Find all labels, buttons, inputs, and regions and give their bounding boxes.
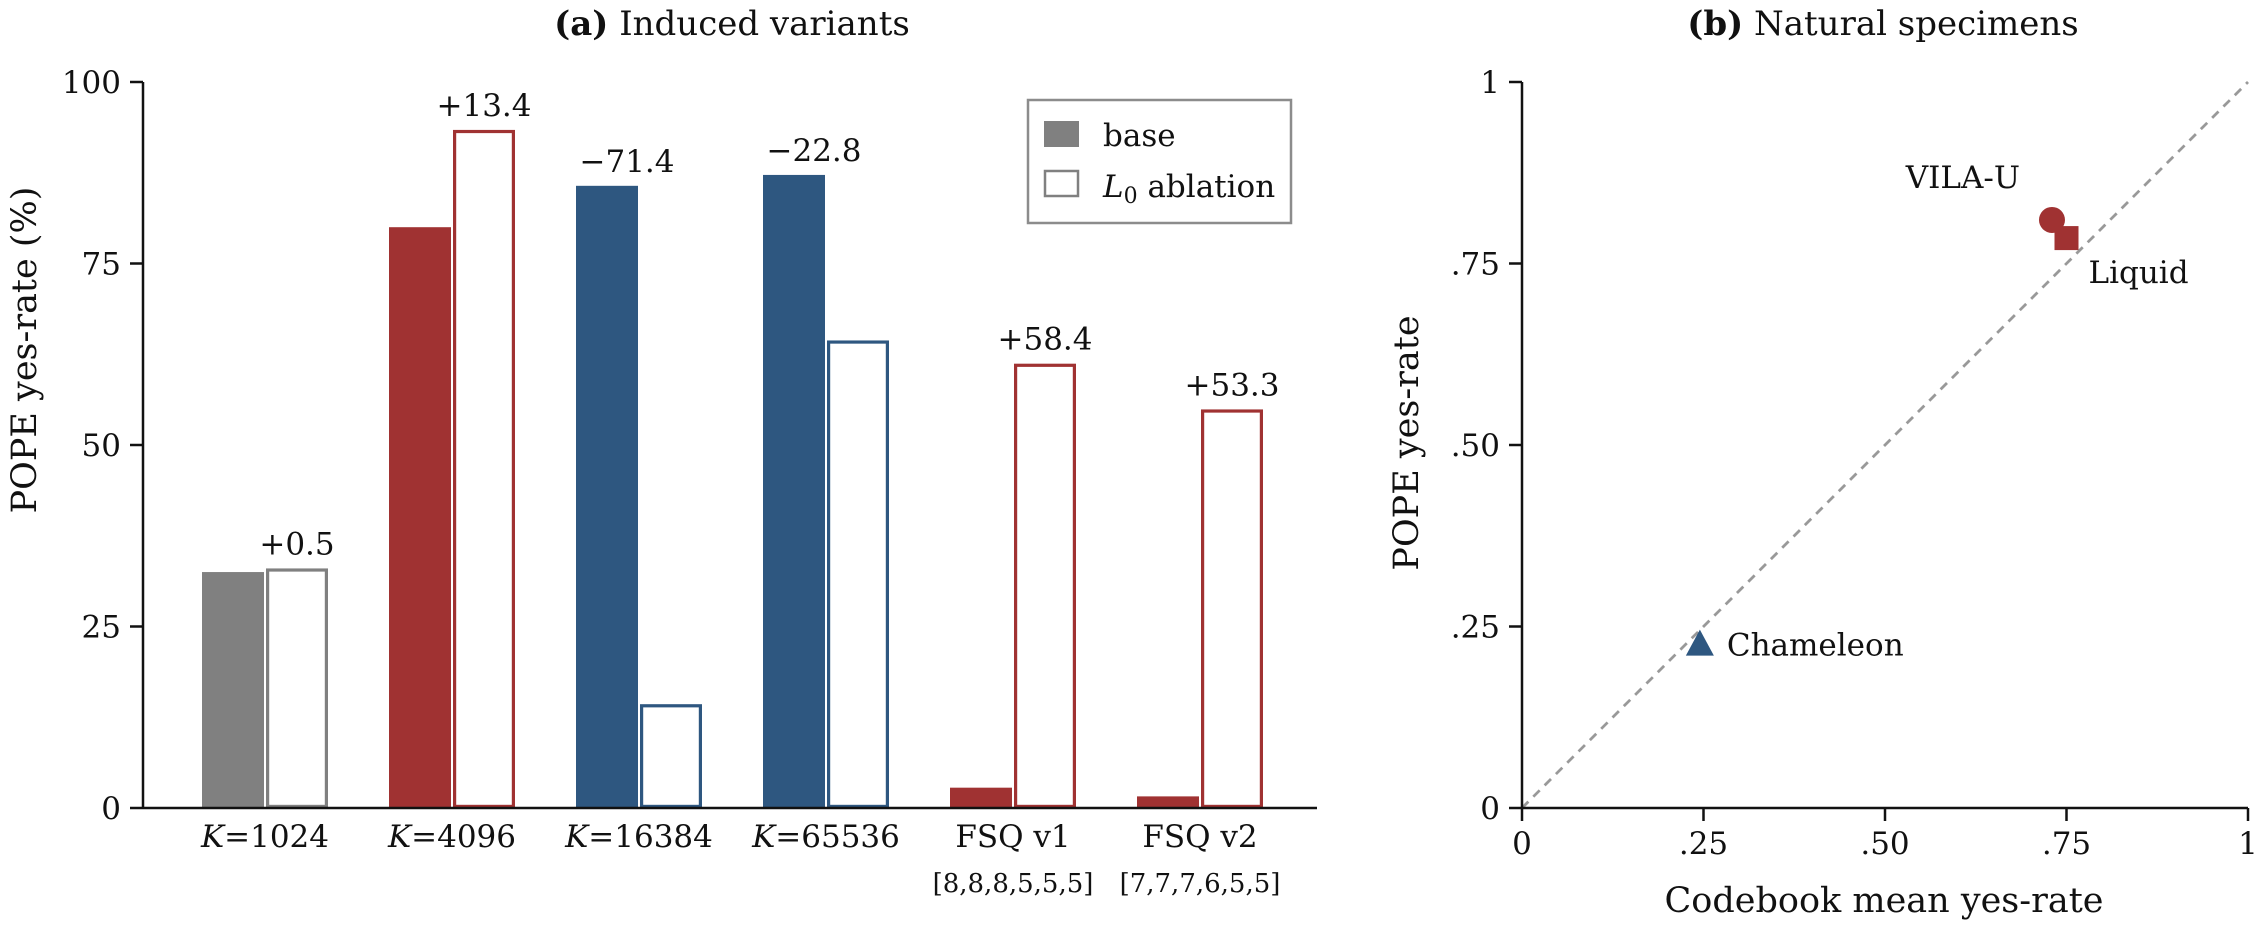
- x-tick-label: K=4096: [387, 819, 516, 855]
- y-tick-label: .75: [1451, 247, 1500, 283]
- panel-a-x-tick-labels: K=1024 K=4096 K=16384 K=65536 FSQ v1[8,8,8,5…: [200, 819, 1280, 899]
- y-tick-label: 0: [101, 791, 121, 827]
- x-tick-label-text: =16384: [588, 819, 713, 855]
- x-tick-sublabel: [8,8,8,5,5,5]: [933, 869, 1094, 899]
- point-label: VILA-U: [1905, 160, 2020, 196]
- point-square: [2054, 226, 2079, 251]
- bar-base: [389, 227, 451, 808]
- x-tick-label-variable: K: [564, 819, 590, 855]
- bar-ablation: [453, 129, 516, 808]
- y-tick-label: 25: [82, 610, 121, 646]
- y-tick-label: 100: [62, 65, 121, 101]
- y-tick-label: 0: [1480, 791, 1500, 827]
- panel-b-title: (b) Natural specimens: [1687, 4, 2079, 44]
- x-tick-label-text: FSQ v1: [955, 819, 1070, 855]
- y-tick-label: .50: [1451, 428, 1500, 464]
- y-tick-label: 1: [1480, 65, 1500, 101]
- panel-a-y-ticks: 0 25 50 75 100: [62, 65, 143, 827]
- x-tick-label: 1: [2238, 826, 2258, 862]
- panel-b-xlabel: Codebook mean yes-rate: [1665, 881, 2104, 921]
- legend-swatch-base: [1044, 121, 1079, 147]
- delta-label: −22.8: [767, 133, 862, 169]
- x-tick-sublabel: [7,7,7,6,5,5]: [1120, 869, 1281, 899]
- x-tick-label: FSQ v1: [955, 819, 1070, 855]
- x-tick-label: 0: [1512, 826, 1532, 862]
- x-tick-label: K=16384: [564, 819, 713, 855]
- bar-base: [950, 787, 1012, 808]
- x-tick-label-text: =65536: [775, 819, 900, 855]
- point-label: Liquid: [2089, 255, 2189, 291]
- x-tick-label: FSQ v2: [1142, 819, 1257, 855]
- bar-ablation: [266, 568, 329, 809]
- x-tick-label-variable: K: [200, 819, 226, 855]
- panel-a-title: (a) Induced variants: [554, 4, 910, 44]
- bar-ablation: [639, 704, 702, 808]
- identity-diagonal: [1521, 81, 2249, 809]
- bar-ablation: [1200, 409, 1263, 808]
- x-tick-label-variable: K: [387, 819, 413, 855]
- delta-label: −71.4: [580, 144, 675, 180]
- legend-frame: [1026, 98, 1293, 225]
- y-tick-label: .25: [1451, 610, 1500, 646]
- delta-label: +53.3: [1185, 367, 1280, 403]
- bar-base: [202, 572, 264, 808]
- y-tick-label: 75: [82, 247, 121, 283]
- bar-base: [1137, 796, 1199, 808]
- x-tick-label: .50: [1860, 826, 1909, 862]
- bar-base: [576, 185, 638, 808]
- delta-label: +13.4: [437, 88, 532, 124]
- x-tick-label-variable: K: [751, 819, 777, 855]
- legend-label-ablation: L0 ablation: [1102, 169, 1275, 209]
- panel-b-scatter-plot: (b) Natural specimens POPE yes-rate Code…: [1387, 4, 2258, 921]
- x-tick-label-text: =1024: [224, 819, 329, 855]
- x-tick-label: K=65536: [751, 819, 900, 855]
- panel-a-bar-chart: (a) Induced variants POPE yes-rate (%) 0…: [5, 4, 1317, 899]
- legend-label-base: base: [1103, 118, 1176, 154]
- point-triangle: [1685, 629, 1714, 656]
- bar-ablation: [1013, 363, 1076, 808]
- bar-ablation: [826, 340, 889, 808]
- panel-a-bars: [202, 129, 1263, 809]
- y-tick-label: 50: [82, 428, 121, 464]
- x-tick-label-text: =4096: [411, 819, 516, 855]
- x-tick-label: K=1024: [200, 819, 329, 855]
- x-tick-label-text: FSQ v2: [1142, 819, 1257, 855]
- panel-b-ylabel: POPE yes-rate: [1387, 315, 1427, 570]
- legend-swatch-ablation: [1043, 169, 1080, 198]
- legend: base L0 ablation: [1026, 98, 1293, 225]
- point-label: Chameleon: [1727, 628, 1904, 664]
- delta-label: +58.4: [998, 322, 1093, 358]
- panel-b-ticks: 0 .25 .50 .75 1 0 .25 .50 .75 1: [1451, 65, 2258, 862]
- panel-a-ylabel: POPE yes-rate (%): [5, 187, 45, 514]
- delta-label: +0.5: [259, 526, 334, 562]
- x-tick-label: .25: [1679, 826, 1728, 862]
- x-tick-label: .75: [2042, 826, 2091, 862]
- panel-a-annotations: +0.5 +13.4 −71.4 −22.8 +58.4 +53.3: [259, 88, 1279, 563]
- panel-b-points: VILA-U Liquid Chameleon: [1685, 160, 2189, 664]
- bar-base: [763, 174, 825, 809]
